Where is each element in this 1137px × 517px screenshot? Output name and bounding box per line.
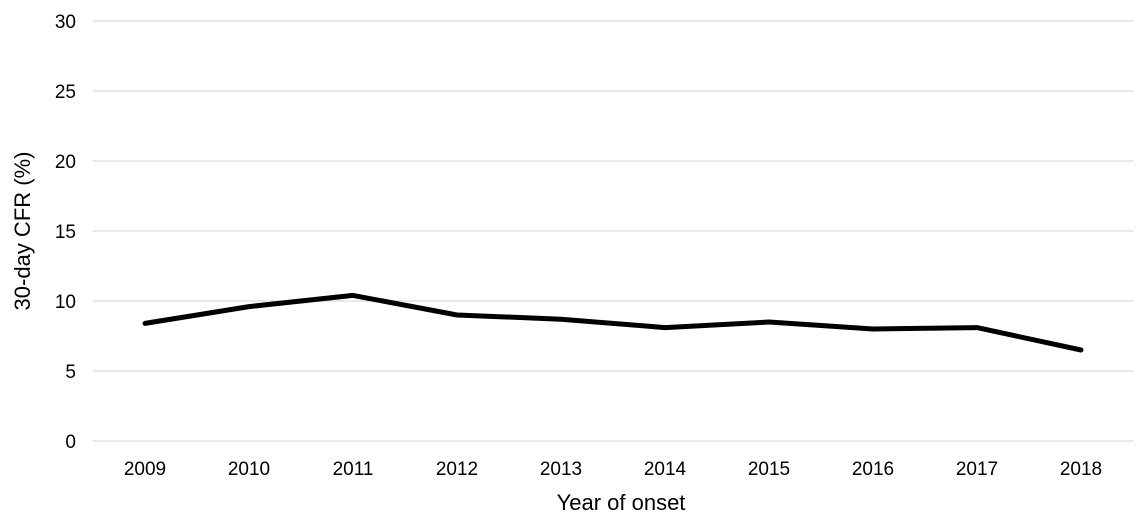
y-tick-label: 0 xyxy=(65,432,76,453)
y-axis-title: 30-day CFR (%) xyxy=(10,152,35,311)
x-tick-label: 2015 xyxy=(748,459,790,480)
y-tick-label: 30 xyxy=(55,12,76,33)
series-line-0 xyxy=(142,292,1084,353)
y-tick-label: 10 xyxy=(55,292,76,313)
x-axis-title: Year of onset xyxy=(557,490,686,515)
x-tick-label: 2016 xyxy=(852,459,894,480)
gridlines xyxy=(93,20,1133,442)
y-tick-label: 25 xyxy=(55,82,76,103)
y-tick-label: 15 xyxy=(55,222,76,243)
y-axis-tick-labels: 0 5 10 15 20 25 30 xyxy=(55,12,76,453)
series-group xyxy=(142,292,1084,353)
x-axis-tick-labels: 2009 2010 2011 2012 2013 2014 2015 2016 2017 2018 xyxy=(124,459,1102,480)
x-tick-label: 2017 xyxy=(956,459,998,480)
x-tick-label: 2010 xyxy=(228,459,270,480)
x-tick-label: 2013 xyxy=(540,459,582,480)
x-tick-label: 2009 xyxy=(124,459,166,480)
x-tick-label: 2011 xyxy=(333,459,374,480)
y-tick-label: 5 xyxy=(65,362,76,383)
x-tick-label: 2014 xyxy=(644,459,687,480)
y-tick-label: 20 xyxy=(55,152,76,173)
x-tick-label: 2018 xyxy=(1060,459,1102,480)
x-tick-label: 2012 xyxy=(436,459,478,480)
